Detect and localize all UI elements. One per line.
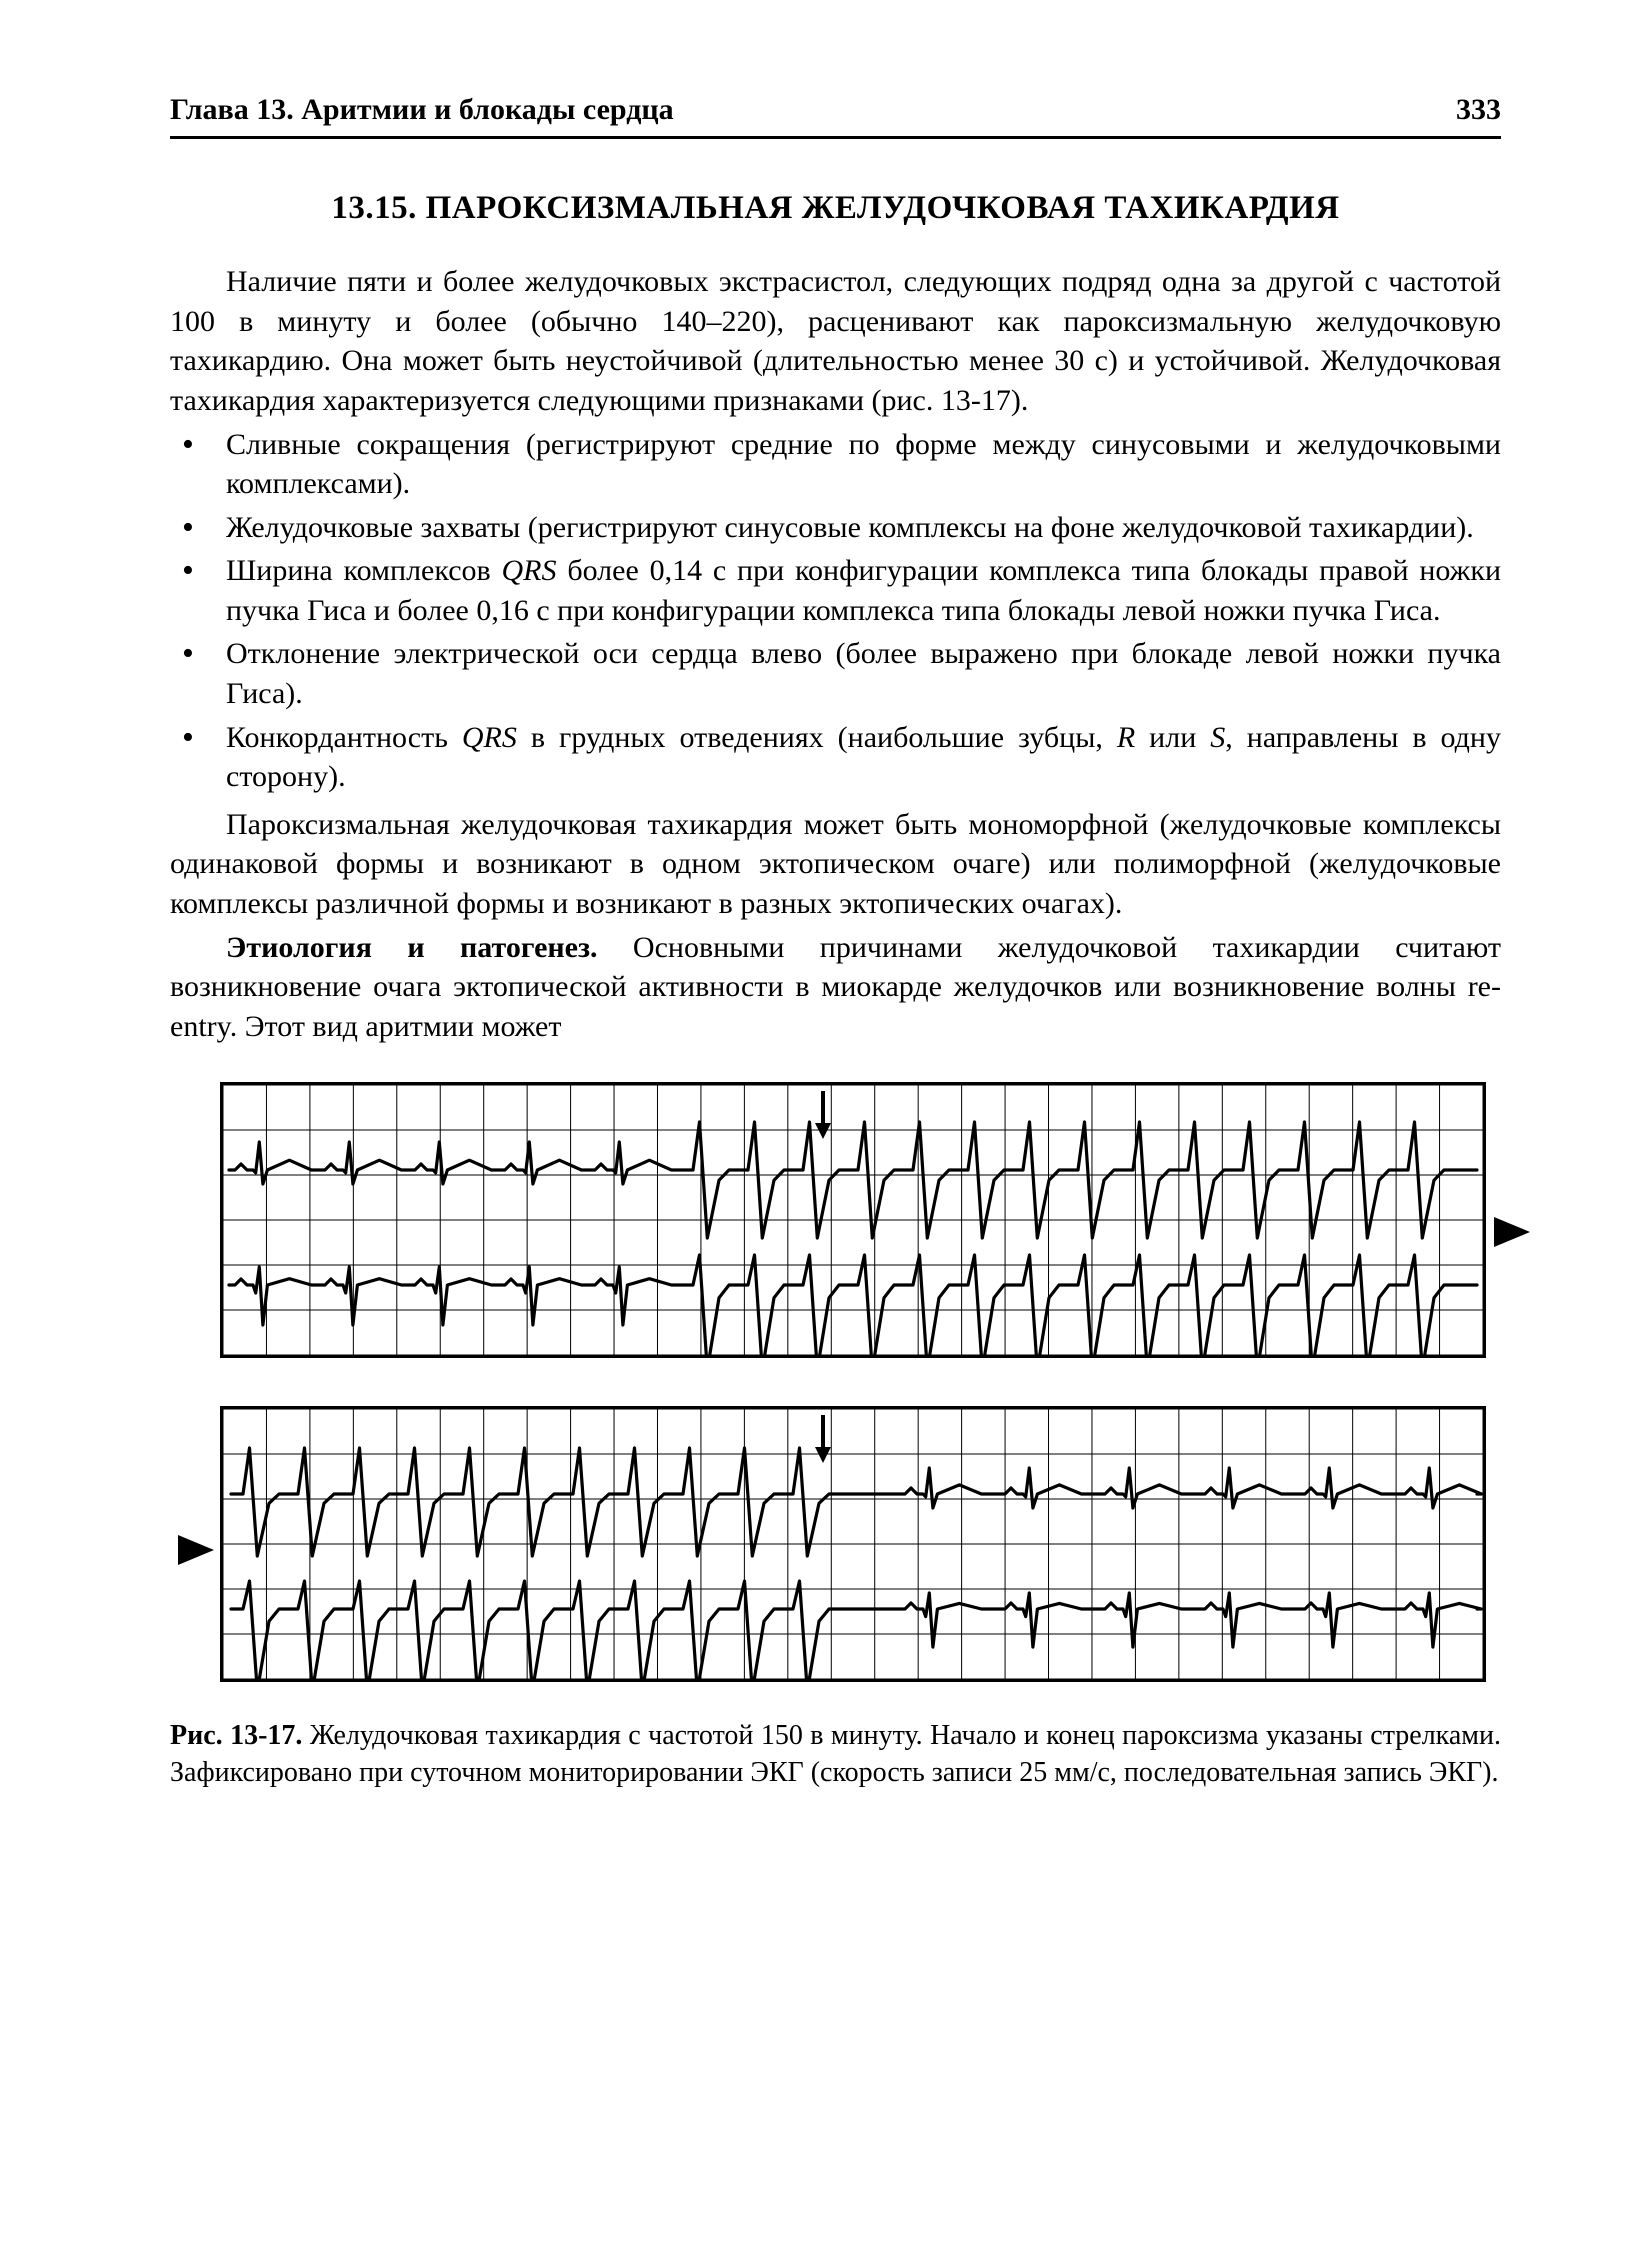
ecg-strip-1 [220,1082,1486,1358]
ecg-strip-1-row [170,1082,1501,1382]
ecg-strip-2 [220,1406,1486,1682]
paragraph-etiology: Этиология и патогенез. Основными причина… [170,928,1501,1047]
paragraph-lead: Этиология и патогенез. [226,931,598,964]
arrow-right-icon [170,1527,220,1573]
ecg-strip-2-row [170,1406,1501,1694]
figure-13-17: Рис. 13-17. Желудочковая тахикардия с ча… [170,1082,1501,1792]
ecg-chart-1 [223,1085,1483,1355]
feature-list: Сливные сокращения (регистрируют средние… [170,425,1501,797]
list-item: Желудочковые захваты (регистрируют синус… [170,508,1501,548]
list-item: Отклонение электрической оси сердца влев… [170,634,1501,713]
paragraph-intro: Наличие пяти и более желудочковых экстра… [170,262,1501,420]
ecg-chart-2 [223,1409,1483,1679]
paragraph-morphology: Пароксизмальная желудочковая тахикардия … [170,805,1501,924]
list-item: Ширина комплексов QRS более 0,14 с при к… [170,551,1501,630]
caption-body: Желудочковая тахикардия с частотой 150 в… [170,1720,1501,1788]
chapter-title: Глава 13. Аритмии и блокады сердца [170,90,674,130]
arrow-right-icon [1486,1209,1536,1255]
page-header: Глава 13. Аритмии и блокады сердца 333 [170,90,1501,139]
list-item: Конкордантность QRS в грудных отведениях… [170,718,1501,797]
page-number: 333 [1456,90,1501,130]
figure-caption: Рис. 13-17. Желудочковая тахикардия с ча… [170,1718,1501,1792]
section-title: 13.15. ПАРОКСИЗМАЛЬНАЯ ЖЕЛУДОЧКОВАЯ ТАХИ… [170,187,1501,231]
caption-lead: Рис. 13-17. [170,1720,302,1751]
list-item: Сливные сокращения (регистрируют средние… [170,425,1501,504]
